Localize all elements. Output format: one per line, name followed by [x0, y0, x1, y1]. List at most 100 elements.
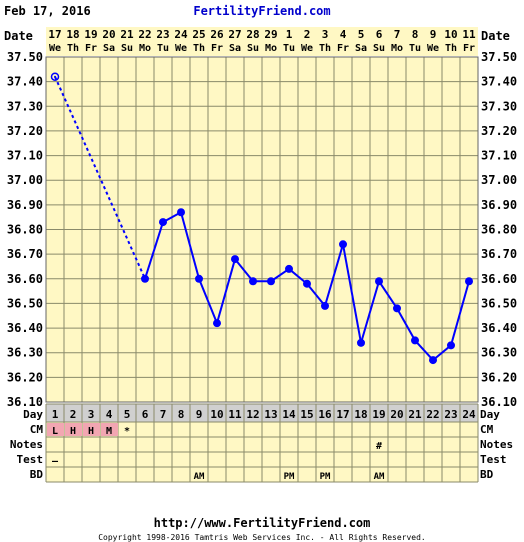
- date-label: 19: [84, 28, 97, 41]
- temp-line-dashed: [54, 76, 146, 280]
- day-number: 2: [70, 408, 77, 421]
- y-tick-right: 37.50: [481, 50, 517, 64]
- date-label: 23: [156, 28, 169, 41]
- day-number: 17: [336, 408, 349, 421]
- date-label: 1: [286, 28, 293, 41]
- day-number: 14: [282, 408, 296, 421]
- bd-entry: AM: [194, 472, 205, 482]
- day-number: 6: [142, 408, 149, 421]
- weekday-label: We: [175, 43, 187, 54]
- weekday-label: Tu: [157, 43, 169, 54]
- temp-point: [213, 319, 221, 328]
- day-number: 13: [264, 408, 277, 421]
- day-number: 15: [300, 408, 313, 421]
- day-number: 7: [160, 408, 167, 421]
- row-label-test-right: Test: [480, 453, 507, 466]
- date-label: 25: [192, 28, 205, 41]
- weekday-label: Su: [121, 43, 133, 54]
- day-number: 18: [354, 408, 367, 421]
- row-label-notes: Notes: [10, 438, 43, 451]
- bd-entry: PM: [284, 472, 295, 482]
- weekday-label: Su: [247, 43, 259, 54]
- y-tick-left: 36.10: [7, 395, 43, 409]
- temp-line: [180, 211, 200, 280]
- y-tick-left: 37.40: [7, 75, 43, 89]
- weekday-label: Fr: [463, 43, 475, 54]
- temp-point: [321, 301, 329, 310]
- temp-point: [447, 341, 455, 350]
- bbt-chart: Feb 17, 2016 FertilityFriend.com 36.10 36…: [4, 4, 517, 483]
- cm-highlight-cell: [83, 423, 100, 436]
- weekday-label: Tu: [283, 43, 295, 54]
- weekday-label: Sa: [355, 43, 367, 54]
- weekday-label: Su: [373, 43, 385, 54]
- site-title: FertilityFriend.com: [193, 4, 330, 18]
- y-tick-right: 36.30: [481, 346, 517, 360]
- cm-entry: M: [106, 426, 112, 437]
- y-tick-right: 36.10: [481, 395, 517, 409]
- date-label: 2: [304, 28, 311, 41]
- weekday-label: Fr: [85, 43, 97, 54]
- y-tick-left: 36.60: [7, 272, 43, 286]
- temp-line: [144, 221, 164, 280]
- footer-url[interactable]: http://www.FertilityFriend.com: [153, 516, 371, 530]
- day-number: 19: [372, 408, 385, 421]
- temp-point: [339, 240, 347, 249]
- weekday-label: Th: [319, 43, 331, 54]
- y-tick-left: 36.50: [7, 296, 43, 310]
- date-label: 4: [340, 28, 347, 41]
- temp-point: [267, 277, 275, 286]
- date-label: 3: [322, 28, 329, 41]
- test-entry: –: [52, 456, 59, 467]
- weekday-label: Th: [193, 43, 205, 54]
- row-label-cm-right: CM: [480, 423, 494, 436]
- temp-line: [450, 280, 470, 346]
- date-label: 11: [462, 28, 476, 41]
- bd-entry: AM: [374, 472, 385, 482]
- row-label-day-right: Day: [480, 408, 500, 421]
- temp-point: [411, 336, 419, 345]
- day-number: 3: [88, 408, 95, 421]
- y-tick-left: 36.70: [7, 247, 43, 261]
- weekday-label: Sa: [103, 43, 115, 54]
- date-label: 18: [66, 28, 79, 41]
- y-tick-right: 37.40: [481, 75, 517, 89]
- temp-point: [249, 277, 257, 286]
- date-label: 9: [430, 28, 437, 41]
- temp-line: [360, 280, 380, 344]
- temp-point-open: [50, 72, 60, 81]
- weekday-label: Th: [445, 43, 457, 54]
- y-tick-left: 37.00: [7, 173, 43, 187]
- date-label: 7: [394, 28, 401, 41]
- day-number: 12: [246, 408, 259, 421]
- temp-point-open-center: [54, 75, 56, 78]
- day-number: 20: [390, 408, 403, 421]
- y-tick-left: 37.30: [7, 99, 43, 113]
- date-label: 20: [102, 28, 115, 41]
- temp-point: [177, 208, 185, 217]
- day-number: 4: [106, 408, 113, 421]
- temp-line: [396, 307, 416, 341]
- temp-line: [216, 258, 236, 324]
- y-tick-left: 37.10: [7, 149, 43, 163]
- y-tick-left: 36.30: [7, 346, 43, 360]
- y-tick-right: 37.20: [481, 124, 517, 138]
- day-number: 10: [210, 408, 223, 421]
- date-label: 28: [246, 28, 259, 41]
- row-label-bd: BD: [30, 468, 44, 481]
- date-label: 21: [120, 28, 134, 41]
- temp-point: [357, 338, 365, 347]
- day-number: 8: [178, 408, 185, 421]
- date-label: 5: [358, 28, 365, 41]
- date-label: 17: [48, 28, 61, 41]
- temp-line: [324, 244, 344, 307]
- weekday-label: Mo: [391, 43, 403, 54]
- date-label: 27: [228, 28, 241, 41]
- date-label: 26: [210, 28, 224, 41]
- cm-entry: H: [88, 426, 94, 437]
- plot-border: [45, 56, 479, 403]
- temp-point: [285, 264, 293, 273]
- row-label-day: Day: [23, 408, 43, 421]
- y-tick-left: 36.40: [7, 321, 43, 335]
- temp-point: [303, 279, 311, 288]
